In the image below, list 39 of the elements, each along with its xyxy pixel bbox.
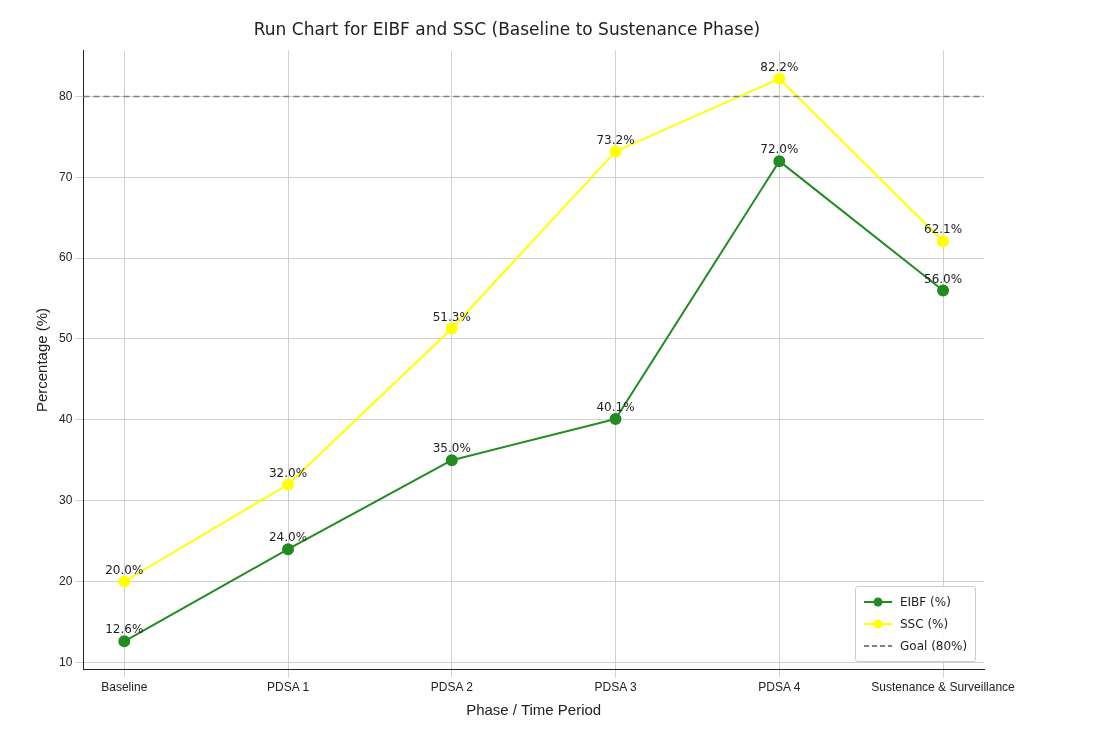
y-axis-title: Percentage (%)	[33, 307, 51, 413]
y-tick-label: 70	[58, 169, 73, 184]
point	[118, 575, 131, 588]
data-label: 73.2%	[596, 132, 635, 147]
y-tick-label: 40	[58, 412, 73, 427]
x-tick-label: Sustenance & Surveillance	[871, 680, 1016, 695]
point	[773, 72, 786, 85]
data-label: 12.6%	[105, 622, 144, 637]
y-tick-label: 60	[58, 250, 73, 265]
data-label: 82.2%	[760, 59, 799, 74]
legend-label: SSC (%)	[900, 616, 949, 631]
x-tick-label: PDSA 2	[430, 680, 474, 695]
x-tick-label: Baseline	[101, 680, 148, 695]
point	[282, 478, 295, 491]
point	[937, 235, 950, 248]
y-tick-label: 80	[58, 88, 73, 103]
point	[445, 322, 458, 335]
data-label: 24.0%	[268, 530, 308, 545]
point	[118, 635, 131, 648]
y-tick-label: 10	[58, 654, 73, 669]
x-tick-label: PDSA 3	[594, 680, 637, 695]
data-label: 35.0%	[432, 441, 471, 456]
data-label: 20.0%	[105, 562, 144, 577]
y-tick-label: 50	[58, 331, 73, 346]
legend-label: Goal (80%)	[900, 638, 968, 653]
point	[282, 543, 295, 556]
y-tick-label: 20	[58, 573, 73, 588]
y-tick-label: 30	[58, 492, 73, 507]
x-tick-label: PDSA 1	[267, 680, 310, 695]
point	[937, 284, 950, 297]
data-label: 72.0%	[760, 142, 799, 157]
x-tick-label: PDSA 4	[758, 680, 801, 695]
point	[609, 413, 622, 426]
point	[445, 454, 458, 467]
chart-title: Run Chart for EIBF and SSC (Baseline to Sustenance Phase)	[253, 18, 761, 39]
x-axis-title: Phase / Time Period	[466, 701, 602, 719]
point	[609, 145, 622, 158]
legend-label: EIBF (%)	[900, 594, 951, 609]
point	[773, 155, 786, 168]
